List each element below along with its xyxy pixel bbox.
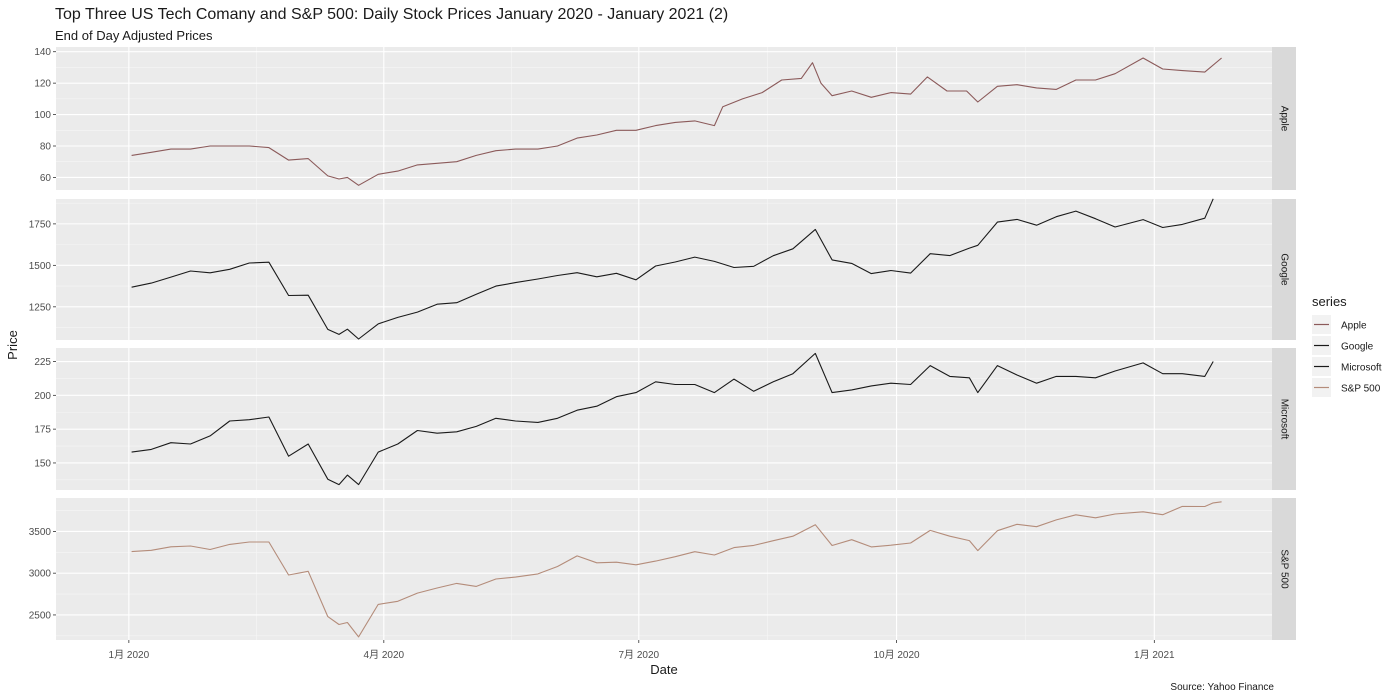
facet-panel: 2500 3000 3500 S&P 500: [29, 498, 1296, 640]
legend-item: S&P 500: [1312, 378, 1381, 397]
legend: series Apple Google Microsoft S&P 500: [1312, 294, 1382, 397]
facet-strip-label: Apple: [1279, 106, 1290, 132]
y-tick-label: 60: [40, 173, 52, 184]
facet-panel: 60 80 100 120 140 Apple: [34, 47, 1296, 190]
y-tick-label: 140: [34, 47, 51, 58]
series-line: [131, 352, 1214, 486]
panel-background: [56, 47, 1272, 190]
y-tick-label: 100: [34, 110, 51, 121]
facet-strip-label: Google: [1279, 253, 1290, 286]
y-tick-label: 225: [34, 357, 51, 368]
series-line: [131, 57, 1222, 186]
y-tick-label: 175: [34, 425, 51, 436]
legend-title: series: [1312, 294, 1347, 309]
chart-subtitle: End of Day Adjusted Prices: [55, 28, 213, 43]
y-tick-label: 1500: [29, 261, 52, 272]
y-tick-label: 1750: [29, 219, 52, 230]
legend-item: Microsoft: [1312, 357, 1382, 376]
y-tick-label: 2500: [29, 610, 52, 621]
y-tick-label: 200: [34, 391, 51, 402]
x-tick-label: 1月 2020: [109, 649, 150, 661]
x-tick-label: 7月 2020: [618, 649, 659, 661]
panel-background: [56, 199, 1272, 340]
legend-label: S&P 500: [1341, 384, 1381, 395]
facet-panel: 1250 1500 1750 Google: [29, 198, 1296, 340]
y-axis-title: Price: [5, 330, 20, 360]
source-caption: Source: Yahoo Finance: [1170, 682, 1274, 693]
legend-item: Google: [1312, 336, 1374, 355]
facet-strip-label: Microsoft: [1279, 399, 1290, 440]
y-tick-label: 80: [40, 142, 52, 153]
legend-item: Apple: [1312, 315, 1367, 334]
x-axis-title: Date: [650, 662, 677, 677]
y-tick-label: 150: [34, 458, 51, 469]
x-tick-label: 1月 2021: [1134, 649, 1175, 661]
facet-panel: 150 175 200 225 Microsoft: [34, 348, 1296, 490]
y-tick-label: 3500: [29, 527, 52, 538]
x-tick-label: 4月 2020: [364, 649, 405, 661]
legend-label: Microsoft: [1341, 363, 1382, 374]
y-tick-label: 1250: [29, 302, 52, 313]
panel-background: [56, 348, 1272, 490]
x-tick-label: 10月 2020: [873, 649, 920, 661]
series-line: [131, 198, 1214, 340]
y-tick-label: 120: [34, 79, 51, 90]
facet-strip: [1272, 47, 1296, 190]
facet-strip-label: S&P 500: [1279, 549, 1290, 589]
facet-strip: [1272, 498, 1296, 640]
y-tick-label: 3000: [29, 569, 52, 580]
legend-label: Google: [1341, 342, 1374, 353]
legend-label: Apple: [1341, 321, 1367, 332]
series-line: [131, 501, 1222, 638]
panel-background: [56, 498, 1272, 640]
facet-strip: [1272, 199, 1296, 340]
facet-strip: [1272, 348, 1296, 490]
chart-title: Top Three US Tech Comany and S&P 500: Da…: [55, 6, 729, 23]
